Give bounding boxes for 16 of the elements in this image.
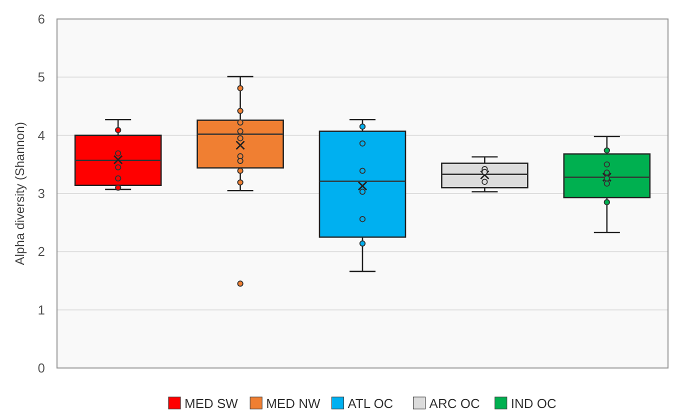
legend-label: IND OC: [510, 396, 556, 410]
point: [237, 158, 244, 164]
point: [237, 168, 244, 174]
legend-label: ATL OC: [348, 396, 394, 410]
y-tick-label: 2: [38, 244, 45, 260]
y-tick-label: 1: [38, 302, 45, 318]
y-tick-label: 4: [38, 128, 45, 143]
y-tick-label: 3: [38, 186, 45, 202]
legend-label: ARC OC: [429, 396, 480, 410]
legend-label: MED NW: [266, 396, 321, 410]
y-tick-label: 0: [38, 360, 45, 376]
point: [237, 179, 244, 186]
legend-label: MED SW: [184, 396, 239, 410]
y-tick-label: 5: [38, 70, 45, 85]
y-tick-label: 6: [38, 12, 45, 27]
y-axis-title: Alpha diversity (Shannon): [13, 122, 27, 266]
